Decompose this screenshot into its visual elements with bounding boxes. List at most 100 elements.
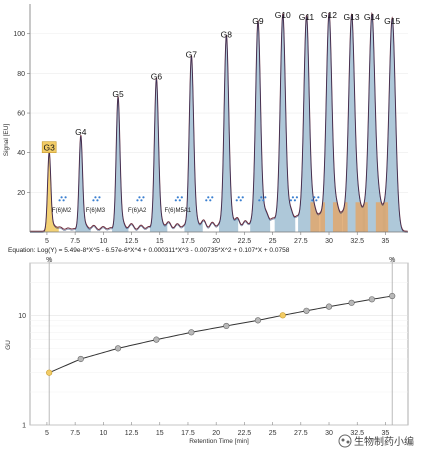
y-tick-label: 20 xyxy=(17,190,25,197)
glycan-dot xyxy=(241,196,244,199)
y-tick-label: 40 xyxy=(17,150,25,157)
gu-point xyxy=(348,299,355,306)
gu-x-tick-label: 10 xyxy=(99,430,107,437)
peak-label-G7: G7 xyxy=(186,49,198,59)
glycan-dot xyxy=(295,196,299,199)
chromatogram-y-label: Signal [EU] xyxy=(3,124,10,157)
annotation-F(6)M5A1: F(6)M5A1 xyxy=(164,208,191,214)
peak-label-G5: G5 xyxy=(112,89,124,99)
glycan-dot xyxy=(313,196,316,199)
glycan-annotations: F(6)M2 F(6)M3 F(6)A2 F(6)M5A1 xyxy=(52,208,192,214)
watermark-logo-inner-2 xyxy=(346,440,350,444)
peak-label-G14: G14 xyxy=(364,12,380,22)
x-tick-label: 12.5 xyxy=(125,238,139,245)
glycan-dot xyxy=(262,199,265,202)
glycan-dot xyxy=(239,199,242,202)
glycan-dot xyxy=(258,199,261,202)
chromatogram-background xyxy=(30,4,408,232)
gu-x-tick-label: 22.5 xyxy=(238,430,252,437)
gu-x-tick-label: 32.5 xyxy=(350,430,364,437)
watermark-logo-icon xyxy=(338,434,352,448)
gu-plot-border xyxy=(29,262,409,426)
gu-point xyxy=(46,369,53,376)
glycan-dot xyxy=(317,196,320,199)
gu-x-tick-label: 15 xyxy=(156,430,164,437)
glycan-dot xyxy=(176,196,179,199)
gu-point xyxy=(188,329,195,336)
peak-label-G12: G12 xyxy=(321,10,337,20)
regression-equation: Equation: Log(Y) = 5.49e-8*X^5 - 6.57e-6… xyxy=(8,247,290,254)
glycan-dot xyxy=(289,199,293,202)
peak-label-G10: G10 xyxy=(275,10,291,20)
peak-fill-G7 xyxy=(184,55,203,233)
peak-fill-G4 xyxy=(75,135,91,232)
gu-x-tick-label: 25 xyxy=(269,430,277,437)
gu-y-ticks: 1 10 xyxy=(18,313,26,430)
x-tick-label: 35 xyxy=(382,238,390,245)
glycan-dot xyxy=(235,199,238,202)
gu-x-label: Retention Time [min] xyxy=(189,438,249,445)
glycan-dot xyxy=(293,199,297,202)
peak-label-G6: G6 xyxy=(151,71,163,81)
gu-point xyxy=(325,303,333,310)
gu-panel: % % 5 7.5 10 12.5 15 17.5 20 22.5 25 27.5 30 32.5 35… xyxy=(5,257,409,445)
gu-point xyxy=(223,322,230,330)
watermark: 生物制药小编 xyxy=(338,434,414,448)
glycan-dot xyxy=(315,199,318,202)
gu-x-tick-label: 17.5 xyxy=(181,430,195,437)
glycan-dot xyxy=(207,196,210,199)
glycan-dot xyxy=(64,196,67,199)
watermark-text: 生物制药小编 xyxy=(354,435,414,448)
gu-x-tick-label: 7.5 xyxy=(70,430,80,437)
glycan-dot xyxy=(98,196,101,199)
chromatogram-trace xyxy=(30,11,408,233)
chromatogram-grid xyxy=(30,33,408,193)
gu-point xyxy=(279,312,286,319)
x-tick-label: 22.5 xyxy=(238,238,252,245)
peak-fill-G14 xyxy=(362,13,386,233)
gu-point xyxy=(389,292,396,300)
y-tick-label: 60 xyxy=(17,111,25,118)
signal-trace-overlay xyxy=(30,13,408,233)
chromatogram-fills xyxy=(44,13,407,233)
x-tick-label: 5 xyxy=(45,238,49,245)
glycan-dot xyxy=(209,199,212,202)
x-tick-label: 15 xyxy=(156,238,164,245)
gu-point xyxy=(368,296,375,303)
y-tick-label: 100 xyxy=(13,31,25,38)
glycan-structure-icons xyxy=(58,196,320,202)
gu-marker-label-right: % xyxy=(389,257,395,264)
peak-fill-G10 xyxy=(274,13,296,233)
peak-fill-G13 xyxy=(342,14,366,232)
peak-label-G4: G4 xyxy=(75,127,87,137)
glycan-dot xyxy=(136,199,139,202)
gu-x-tick-label: 27.5 xyxy=(294,430,308,437)
glycan-dot xyxy=(291,196,295,199)
x-tick-label: 32.5 xyxy=(350,238,364,245)
peak-labels: G3 G4 G5 G6 G7 G8 G9 G10 G11 G12 G13 G14 G15 xyxy=(41,10,401,153)
chromatogram-y-ticks: 20 40 60 80 100 xyxy=(13,31,30,197)
minor-peak-fill xyxy=(355,202,368,232)
annotation-F(6)A2: F(6)A2 xyxy=(128,208,147,214)
gu-x-tick-label: 12.5 xyxy=(125,430,139,437)
glycan-dot xyxy=(264,196,267,199)
gu-x-tick-label: 35 xyxy=(382,430,390,437)
glycan-dot xyxy=(138,196,141,199)
peak-fill-G9 xyxy=(250,20,271,232)
glycan-dot xyxy=(142,196,145,199)
gu-x-tick-label: 20 xyxy=(212,430,220,437)
x-tick-label: 30 xyxy=(325,238,333,245)
gu-fit-curve xyxy=(48,295,393,374)
minor-peak-fill xyxy=(310,202,326,232)
glycan-dot xyxy=(92,199,95,202)
gu-y-tick-label: 10 xyxy=(18,313,26,320)
annotation-F(6)M3: F(6)M3 xyxy=(86,208,106,214)
peak-fill-G15 xyxy=(382,17,407,232)
gu-x-ticks: 5 7.5 10 12.5 15 17.5 20 22.5 25 27.5 30 32.5 35 xyxy=(45,422,389,437)
chromatogram-x-ticks: 5 7.5 10 12.5 15 17.5 20 22.5 25 27.5 30 32.5 35 xyxy=(45,232,389,245)
x-tick-label: 27.5 xyxy=(294,238,308,245)
x-tick-label: 17.5 xyxy=(181,238,195,245)
glycan-dot xyxy=(211,196,214,199)
gu-point xyxy=(77,355,84,363)
